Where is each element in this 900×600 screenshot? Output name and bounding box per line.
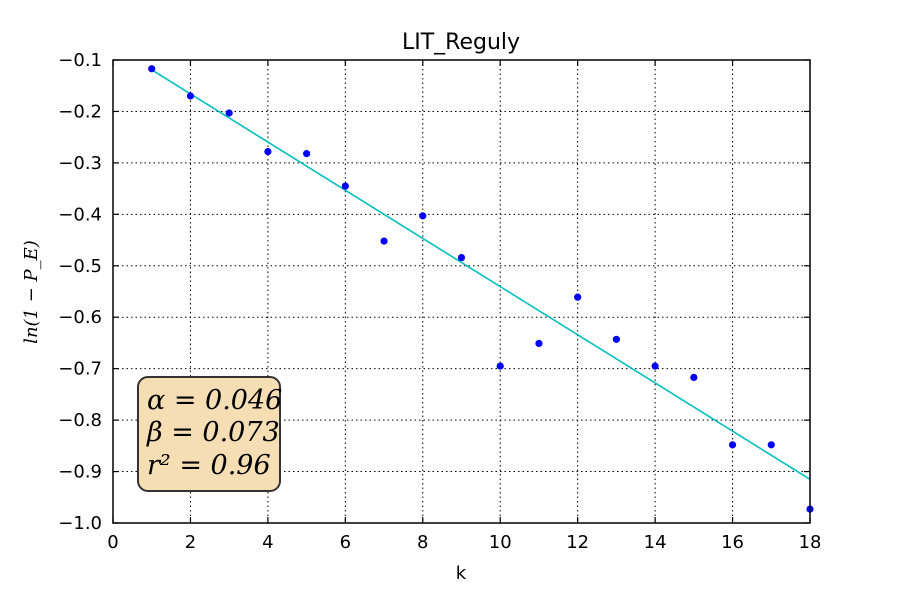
y-tick-label: −0.5 xyxy=(58,256,102,277)
chart-title: LIT_Reguly xyxy=(402,30,520,55)
y-axis-label: ln(1 − P_E) xyxy=(21,240,42,344)
y-tick-label: −0.3 xyxy=(58,153,102,174)
x-tick-labels: 0 2 4 6 8 10 12 14 16 18 xyxy=(107,532,821,553)
y-tick-label: −0.4 xyxy=(58,204,102,225)
y-tick-label: −0.8 xyxy=(58,410,102,431)
data-point xyxy=(574,293,582,301)
data-point xyxy=(728,441,737,449)
stats-box-background xyxy=(137,376,281,492)
plot-frame xyxy=(112,59,811,524)
data-point xyxy=(303,150,311,158)
y-tick-label: −0.7 xyxy=(58,359,102,380)
stats-box: α = 0.046 β = 0.073 r² = 0.96 xyxy=(137,376,282,492)
y-tick-labels: −0.1 −0.2 −0.3 −0.4 −0.5 −0.6 −0.7 −0.8 −0.9 −1.0 xyxy=(58,50,102,534)
x-tick-label: 18 xyxy=(799,532,822,553)
x-tick-label: 12 xyxy=(566,532,589,553)
data-point xyxy=(380,237,388,245)
data-point xyxy=(148,65,156,73)
x-tick-label: 10 xyxy=(489,532,512,553)
data-point xyxy=(264,147,272,156)
data-point xyxy=(612,335,620,343)
x-tick-label: 14 xyxy=(644,532,667,553)
data-point xyxy=(690,373,698,382)
data-point xyxy=(767,441,775,449)
fit-line xyxy=(151,69,811,480)
y-tick-label: −0.2 xyxy=(58,101,102,122)
stat-beta: β = 0.073 xyxy=(146,417,280,448)
grid xyxy=(113,60,810,523)
fit-line-layer xyxy=(151,69,811,480)
data-point xyxy=(535,339,543,348)
x-tick-label: 16 xyxy=(721,532,744,553)
y-tick-label: −0.6 xyxy=(58,307,102,328)
stat-r-squared: r² = 0.96 xyxy=(147,450,271,481)
x-tick-label: 8 xyxy=(417,532,428,553)
data-point xyxy=(225,109,233,117)
data-point xyxy=(186,92,195,100)
data-point xyxy=(457,253,466,262)
y-tick-label: −0.1 xyxy=(58,50,102,71)
x-tick-label: 2 xyxy=(185,532,196,553)
stat-alpha: α = 0.046 xyxy=(147,385,282,416)
y-tick-label: −0.9 xyxy=(58,462,102,483)
y-tick-label: −1.0 xyxy=(58,513,102,534)
x-tick-label: 0 xyxy=(107,532,118,553)
x-axis-label: k xyxy=(456,563,467,584)
x-tick-label: 4 xyxy=(262,532,273,553)
data-point xyxy=(419,212,427,220)
data-point xyxy=(341,182,349,190)
points-layer xyxy=(148,65,814,513)
x-tick-label: 6 xyxy=(340,532,351,553)
ticks xyxy=(112,59,811,524)
data-point xyxy=(496,362,504,370)
data-point xyxy=(651,362,659,370)
